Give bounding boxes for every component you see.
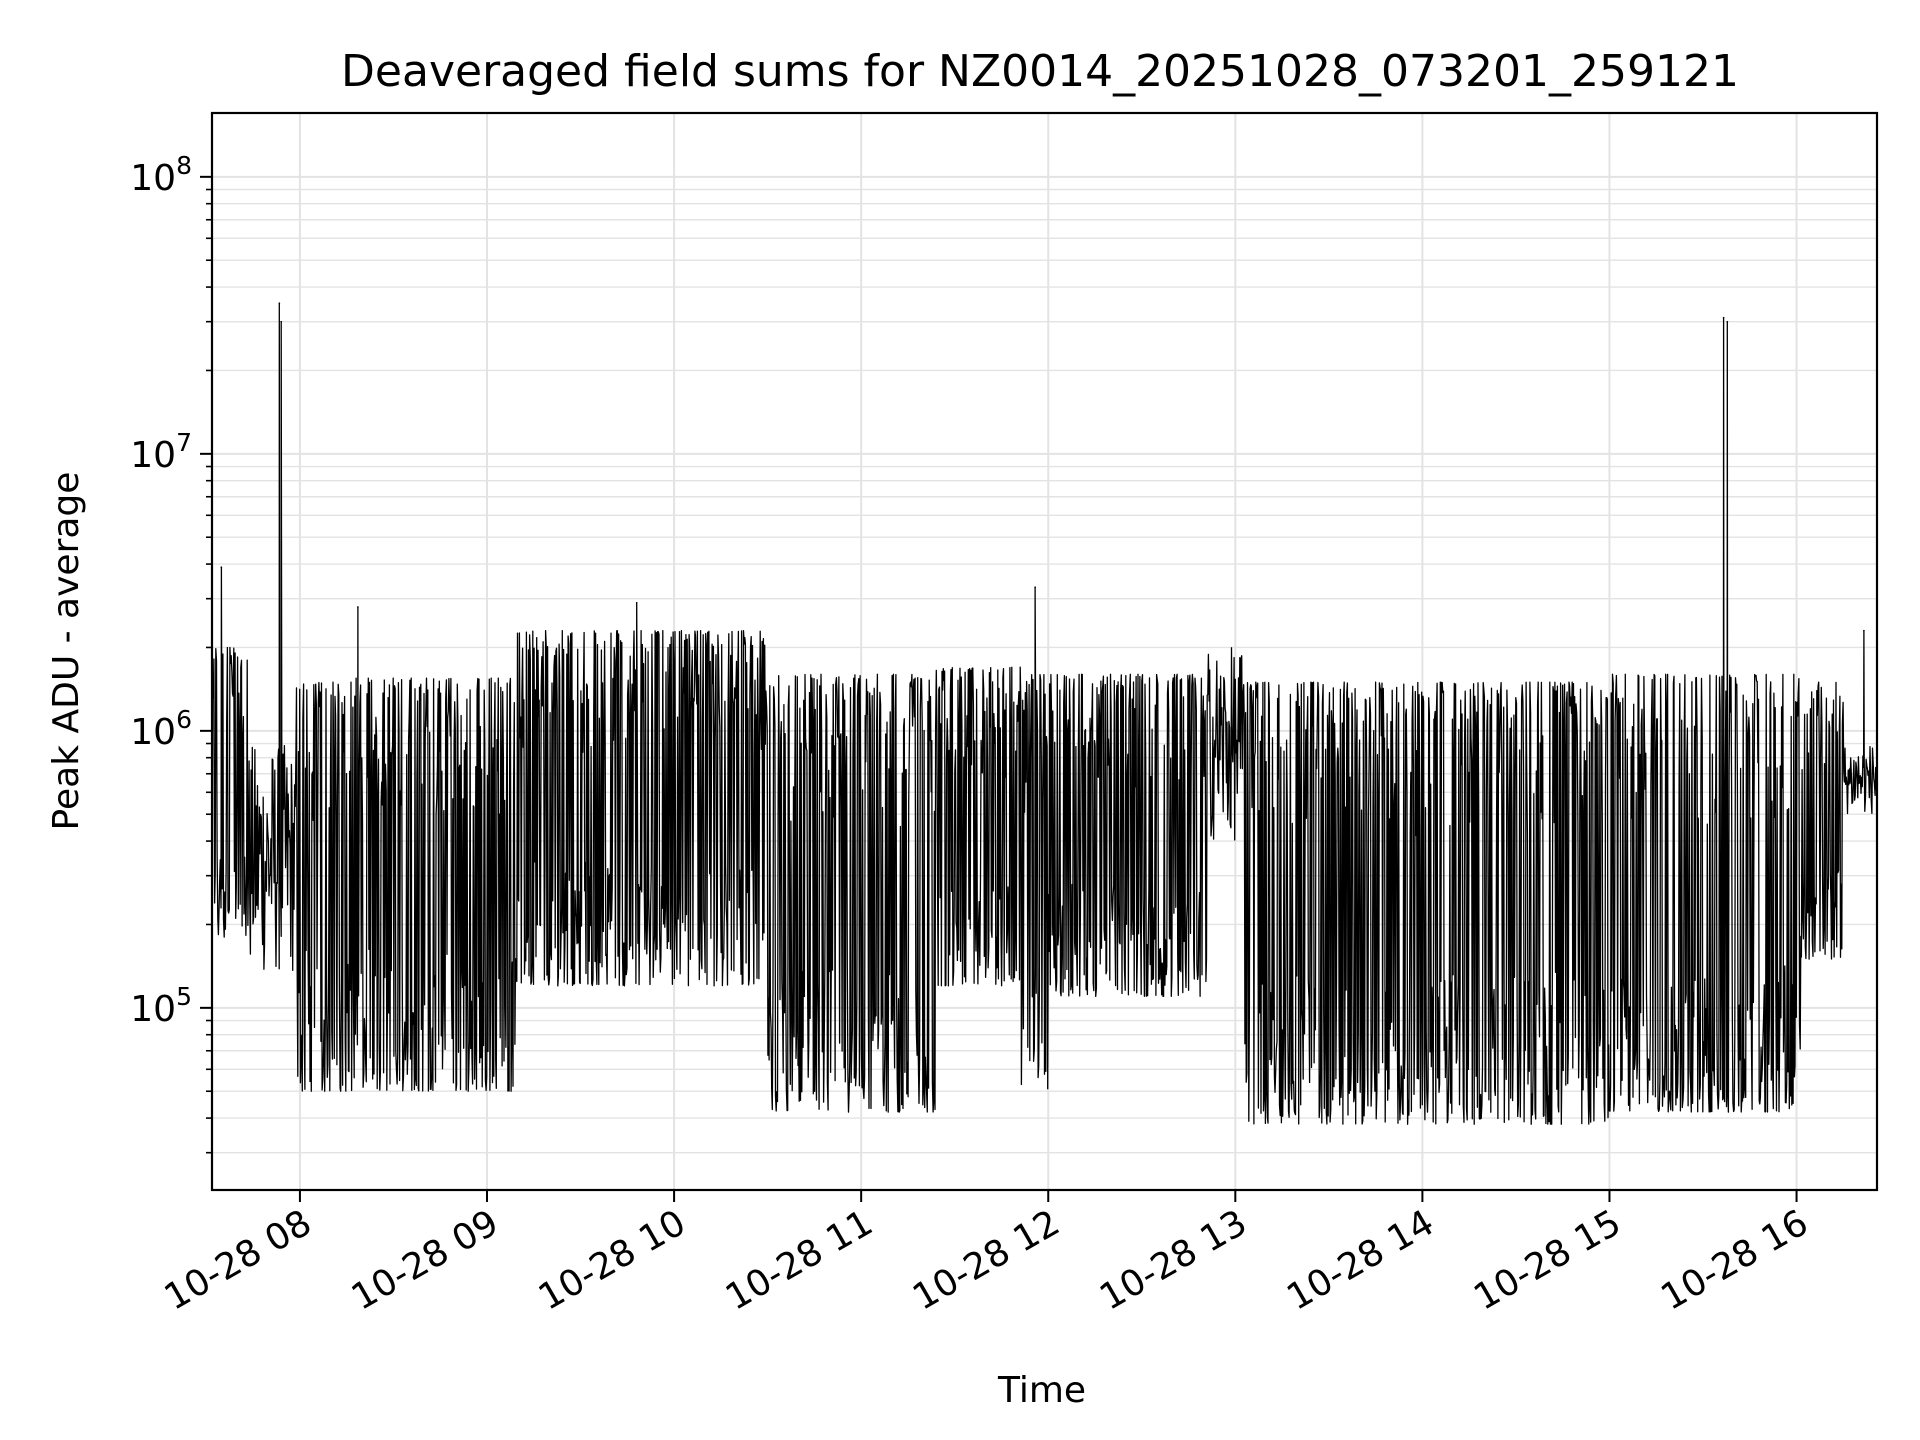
y-tick-label: 106	[130, 705, 192, 753]
plot-area-frame	[210, 111, 1879, 1192]
y-tick-label: 105	[130, 982, 192, 1030]
spike-point	[1034, 586, 1036, 589]
y-axis-ticks: 105 106 107 108	[130, 151, 212, 1154]
spike-point	[278, 302, 281, 304]
spike-point	[1726, 320, 1729, 323]
y-axis-label: Peak ADU - average	[46, 472, 87, 831]
data-series	[211, 302, 1878, 1125]
x-axis-label: Time	[997, 1370, 1086, 1411]
y-tick-label: 108	[130, 151, 192, 199]
spike-point	[280, 320, 283, 323]
spike-point	[1863, 629, 1865, 632]
y-tick-label: 107	[130, 428, 192, 476]
series-line	[211, 302, 1878, 1125]
spike-point	[1722, 316, 1725, 319]
spike-point	[635, 601, 638, 604]
spike-point	[220, 566, 223, 568]
spike-point	[357, 606, 359, 608]
chart-title: Deaveraged field sums for NZ0014_2025102…	[341, 46, 1739, 97]
